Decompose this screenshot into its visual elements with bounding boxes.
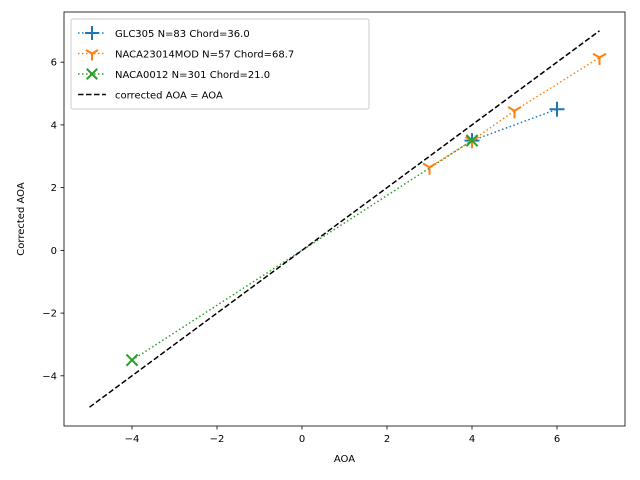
legend-box — [70, 18, 370, 110]
plot-markers — [125, 52, 607, 367]
y-tick-label: −4 — [42, 371, 57, 382]
series-line-2 — [131, 139, 473, 361]
x-axis-label: AOA — [334, 454, 355, 465]
x-tick-label: 0 — [299, 434, 305, 445]
legend-item: NACA23014MOD N=57 Chord=68.7 — [78, 49, 294, 61]
plot-frame — [63, 11, 626, 427]
legend: GLC305 N=83 Chord=36.0 NACA23014MOD N=57 … — [70, 18, 370, 110]
legend-label: corrected AOA = AOA — [115, 91, 223, 102]
x-tick-label: −2 — [210, 434, 225, 445]
x-axis-ticks: −4 −2 0 2 4 6 — [125, 426, 560, 445]
marker-tri-down — [85, 49, 99, 61]
series-line-0 — [471, 108, 558, 142]
series-line-3 — [89, 30, 600, 408]
y-tick-label: 4 — [51, 120, 57, 131]
marker-tri-down — [422, 162, 437, 175]
legend-item: GLC305 N=83 Chord=36.0 — [78, 26, 250, 40]
x-tick-label: 6 — [554, 434, 560, 445]
legend-label: NACA0012 N=301 Chord=21.0 — [115, 70, 270, 81]
legend-label: GLC305 N=83 Chord=36.0 — [115, 29, 250, 40]
marker-x — [125, 353, 139, 367]
marker-tri-down — [592, 52, 607, 65]
y-axis-label: Corrected AOA — [16, 182, 27, 256]
legend-item: corrected AOA = AOA — [78, 91, 223, 102]
y-tick-label: −2 — [42, 309, 57, 320]
y-tick-label: 2 — [51, 183, 57, 194]
legend-label: NACA23014MOD N=57 Chord=68.7 — [115, 50, 294, 61]
x-tick-label: 2 — [384, 434, 390, 445]
x-tick-label: 4 — [469, 434, 475, 445]
marker-x — [86, 68, 98, 80]
legend-item: NACA0012 N=301 Chord=21.0 — [78, 68, 270, 81]
marker-x — [465, 134, 479, 147]
marker-tri-down — [507, 106, 522, 119]
marker-plus — [85, 26, 99, 40]
marker-plus — [549, 101, 565, 117]
series-line-1 — [429, 56, 600, 168]
y-tick-label: 0 — [51, 246, 57, 257]
plot-lines — [89, 30, 600, 408]
y-tick-label: 6 — [51, 58, 57, 69]
x-tick-label: −4 — [125, 434, 140, 445]
y-axis-ticks: −4 −2 0 2 4 6 — [42, 58, 64, 382]
